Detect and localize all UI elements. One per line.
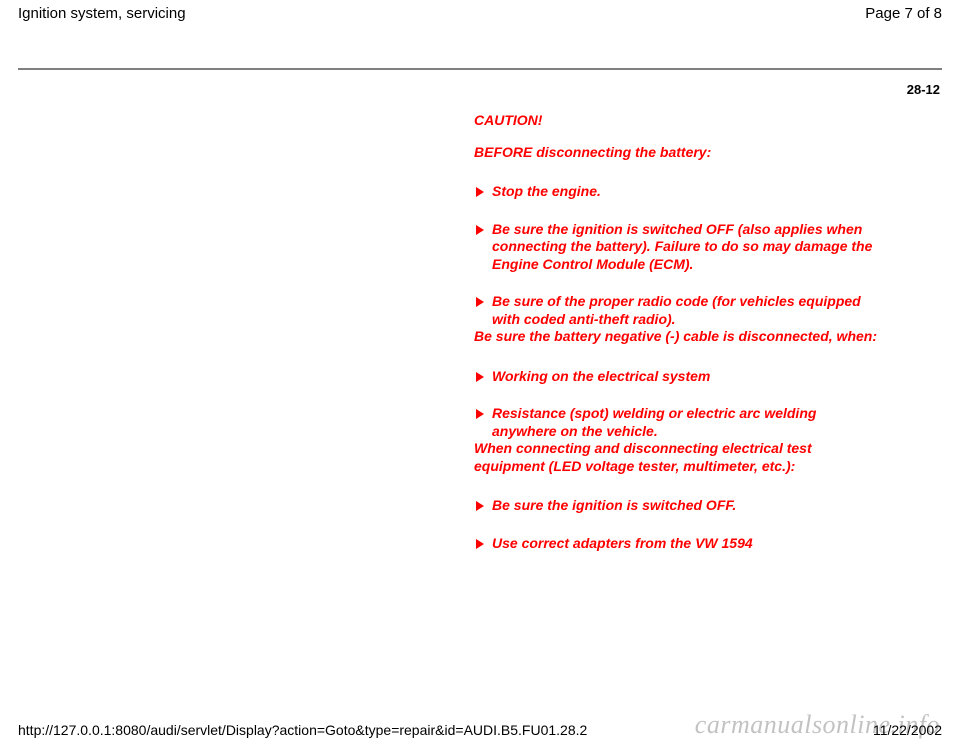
- caution-subheading-negative-cable: Be sure the battery negative (-) cable i…: [474, 328, 884, 346]
- footer-date: 11/22/2002: [873, 722, 942, 738]
- footer-url: http://127.0.0.1:8080/audi/servlet/Displ…: [18, 722, 587, 738]
- list-item: Be sure the ignition is switched OFF.: [474, 497, 884, 515]
- list-item: Be sure of the proper radio code (for ve…: [474, 293, 884, 328]
- caution-subheading-before: BEFORE disconnecting the battery:: [474, 144, 884, 162]
- caution-heading: CAUTION!: [474, 112, 884, 130]
- header-title: Ignition system, servicing: [18, 5, 186, 22]
- section-number: 28-12: [907, 82, 940, 97]
- header-page-indicator: Page 7 of 8: [865, 5, 942, 22]
- caution-subheading-test-equipment: When connecting and disconnecting electr…: [474, 440, 884, 475]
- caution-list-test-equipment: Be sure the ignition is switched OFF. Us…: [474, 497, 884, 552]
- caution-list-negative-cable: Working on the electrical system Resista…: [474, 368, 884, 441]
- list-item: Working on the electrical system: [474, 368, 884, 386]
- page-footer: http://127.0.0.1:8080/audi/servlet/Displ…: [0, 722, 960, 738]
- page-header: Ignition system, servicing Page 7 of 8: [0, 0, 960, 31]
- horizontal-rule: [18, 68, 942, 70]
- list-item: Use correct adapters from the VW 1594: [474, 535, 884, 553]
- caution-list-before: Stop the engine. Be sure the ignition is…: [474, 183, 884, 328]
- content-column: CAUTION! BEFORE disconnecting the batter…: [474, 112, 884, 552]
- list-item: Resistance (spot) welding or electric ar…: [474, 405, 884, 440]
- list-item: Stop the engine.: [474, 183, 884, 201]
- list-item: Be sure the ignition is switched OFF (al…: [474, 221, 884, 274]
